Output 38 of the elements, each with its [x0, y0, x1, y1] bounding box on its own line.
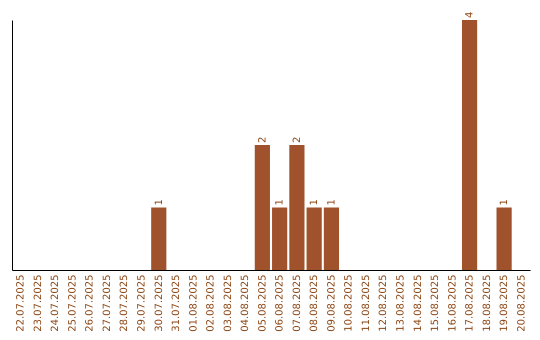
- x-tick-label: 25.07.2025: [67, 274, 78, 332]
- x-tick-label: 10.08.2025: [344, 274, 355, 332]
- x-tick-label: 08.08.2025: [309, 274, 320, 332]
- x-tick-label: 19.08.2025: [499, 274, 510, 332]
- x-tick-label: 23.07.2025: [32, 274, 44, 332]
- x-tick-label: 18.08.2025: [482, 274, 493, 332]
- x-tick-label: 09.08.2025: [326, 274, 338, 332]
- x-tick-label: 15.08.2025: [430, 274, 442, 332]
- x-tick-label: 20.08.2025: [516, 274, 528, 332]
- x-tick-label: 11.08.2025: [360, 274, 372, 332]
- data-label: 1: [499, 199, 510, 206]
- x-tick-label: 12.08.2025: [378, 274, 390, 332]
- data-label: 1: [274, 199, 286, 206]
- x-tick-label: 24.07.2025: [50, 274, 62, 332]
- x-tick-label: 28.07.2025: [119, 274, 130, 332]
- data-label: 2: [292, 136, 303, 143]
- data-label: 4: [464, 12, 476, 18]
- x-tick-label: 06.08.2025: [274, 274, 286, 332]
- data-label: 1: [154, 199, 165, 206]
- x-tick-label: 03.08.2025: [222, 274, 234, 332]
- x-tick-label: 16.08.2025: [447, 274, 458, 332]
- data-label: 2: [257, 136, 268, 143]
- x-tick-label: 02.08.2025: [206, 274, 217, 332]
- data-label: 1: [326, 199, 338, 206]
- x-tick-label: 01.08.2025: [188, 274, 200, 332]
- x-tick-label: 30.07.2025: [154, 274, 165, 332]
- data-label: 1: [309, 199, 320, 206]
- x-tick-label: 07.08.2025: [292, 274, 303, 332]
- x-tick-label: 22.07.2025: [16, 274, 27, 332]
- x-tick-label: 27.07.2025: [102, 274, 113, 332]
- x-tick-label: 14.08.2025: [412, 274, 424, 332]
- x-tick-label: 13.08.2025: [396, 274, 406, 332]
- x-tick-label: 29.07.2025: [136, 274, 148, 332]
- x-tick-label: 04.08.2025: [240, 274, 252, 332]
- x-tick-label: 05.08.2025: [257, 274, 268, 332]
- x-tick-label: 17.08.2025: [464, 274, 476, 332]
- x-tick-label: 26.07.2025: [84, 274, 96, 332]
- x-tick-label: 31.07.2025: [171, 274, 182, 332]
